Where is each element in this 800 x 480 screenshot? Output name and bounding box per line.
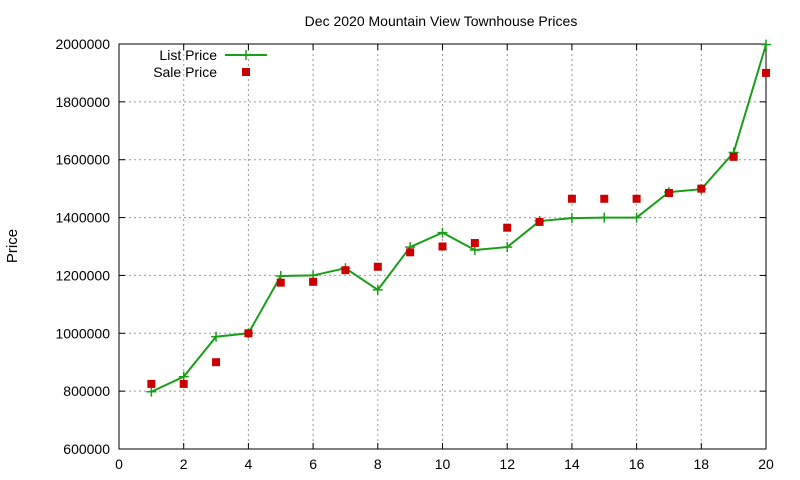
- x-tick-label: 6: [309, 456, 317, 472]
- x-tick-label: 0: [115, 456, 123, 472]
- data-point: [599, 212, 610, 223]
- x-tick-label: 2: [180, 456, 188, 472]
- data-point: [470, 239, 479, 248]
- x-tick-label: 16: [629, 456, 645, 472]
- y-tick-label: 800000: [63, 383, 110, 399]
- data-point: [566, 213, 577, 224]
- data-point: [212, 358, 221, 367]
- y-tick-label: 1600000: [55, 152, 110, 168]
- data-point: [631, 212, 642, 223]
- series-sale-price: [147, 68, 770, 388]
- x-tick-label: 12: [499, 456, 515, 472]
- data-point: [211, 331, 222, 342]
- series-line: [150, 44, 767, 393]
- x-tick-label: 14: [564, 456, 580, 472]
- data-point: [406, 248, 415, 257]
- legend-marker: [242, 68, 250, 76]
- data-point: [309, 277, 318, 286]
- data-point: [146, 386, 157, 397]
- data-point: [535, 217, 544, 226]
- x-tick-label: 20: [758, 456, 774, 472]
- data-point: [437, 227, 448, 238]
- data-point: [762, 68, 770, 77]
- data-point: [276, 278, 285, 287]
- data-point: [729, 152, 738, 161]
- x-tick-label: 10: [435, 456, 451, 472]
- legend-marker: [241, 50, 251, 60]
- data-point: [697, 184, 706, 193]
- data-point: [179, 379, 188, 388]
- axes: 0 2 4 6 8 10 12 14 16 18 20 600000 800000 1000000 1200…: [55, 36, 774, 472]
- data-point: [372, 284, 383, 295]
- y-axis-title: Price: [4, 229, 21, 263]
- legend-label: Sale Price: [153, 64, 217, 80]
- y-tick-label: 1400000: [55, 210, 110, 226]
- x-tick-label: 8: [374, 456, 382, 472]
- y-tick-label: 2000000: [55, 36, 110, 52]
- data-point: [147, 379, 156, 388]
- series-list-price: [146, 39, 771, 397]
- data-point: [503, 223, 512, 232]
- data-point: [341, 266, 350, 275]
- data-point: [244, 329, 253, 338]
- data-point: [632, 194, 641, 203]
- y-tick-label: 1800000: [55, 94, 110, 110]
- x-tick-label: 4: [245, 456, 253, 472]
- data-point: [373, 262, 382, 271]
- chart-title: Dec 2020 Mountain View Townhouse Prices: [305, 13, 578, 29]
- y-tick-label: 1200000: [55, 267, 110, 283]
- data-point: [502, 242, 513, 253]
- data-point: [664, 188, 673, 197]
- data-point: [438, 242, 447, 251]
- legend-label: List Price: [159, 47, 217, 63]
- plot-series: [146, 39, 771, 397]
- data-point: [761, 39, 771, 50]
- x-tick-label: 18: [694, 456, 710, 472]
- y-tick-label: 600000: [63, 441, 110, 457]
- data-point: [567, 194, 576, 203]
- data-point: [600, 194, 609, 203]
- y-tick-label: 1000000: [55, 325, 110, 341]
